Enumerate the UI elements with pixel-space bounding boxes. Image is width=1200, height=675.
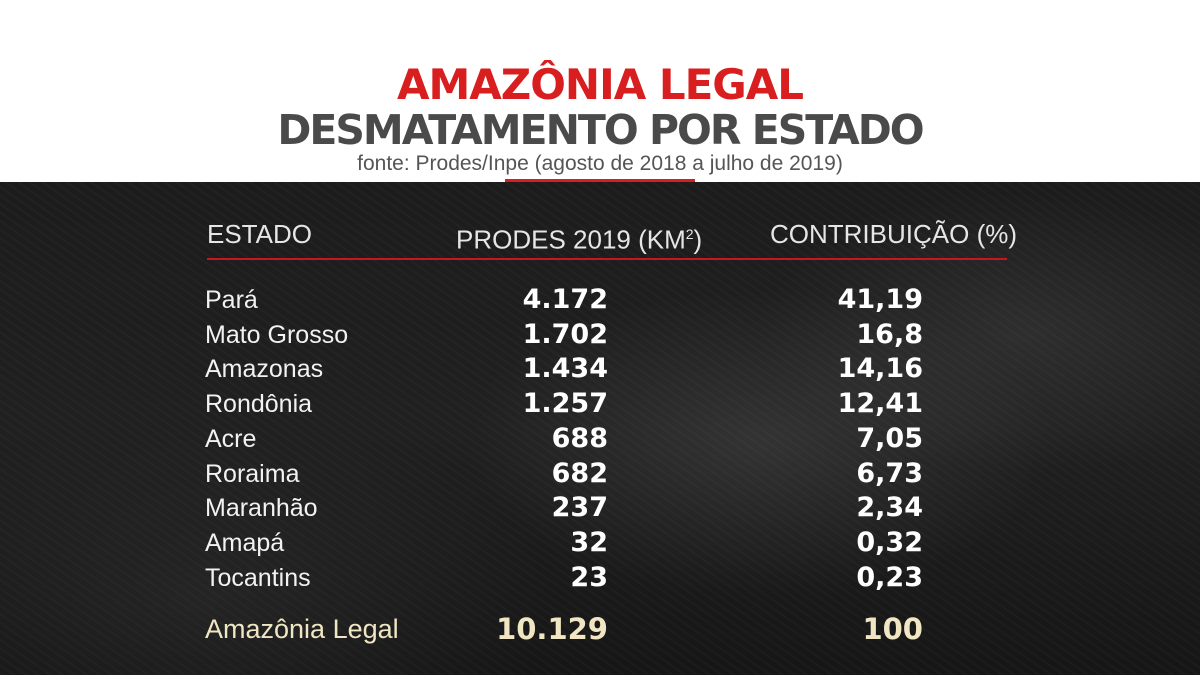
contribution-value: 0,23 [856, 561, 923, 593]
table-row: Amapá 32 0,32 [0, 526, 1200, 560]
state-cell: Amazônia Legal [205, 614, 399, 644]
state-cell: Amapá [205, 528, 285, 557]
contribution-value: 14,16 [837, 353, 923, 385]
prodes-value: 10.129 [496, 612, 608, 646]
state-cell: Mato Grosso [205, 320, 349, 349]
prodes-value: 1.434 [522, 353, 608, 385]
contribution-value: 41,19 [837, 284, 923, 315]
prodes-value: 1.257 [522, 388, 608, 420]
column-header-contribution: CONTRIBUIÇÃO (%) [770, 219, 1017, 249]
table-row: Pará 4.172 41,19 [0, 283, 1200, 317]
contribution-value: 16,8 [856, 318, 923, 350]
table-row: Mato Grosso 1.702 16,8 [0, 318, 1200, 352]
state-cell: Roraima [205, 459, 300, 488]
total-row: Amazônia Legal 10.129 100 [0, 612, 1200, 646]
table-row: Acre 688 7,05 [0, 422, 1200, 456]
page-subtitle: DESMATAMENTO POR ESTADO [277, 106, 924, 154]
contribution-value: 7,05 [856, 422, 923, 454]
column-header-prodes-close: ) [693, 224, 703, 255]
prodes-value: 23 [570, 561, 608, 593]
header: AMAZÔNIA LEGAL DESMATAMENTO POR ESTADO f… [0, 0, 1200, 182]
table-row: Amazonas 1.434 14,16 [0, 352, 1200, 386]
state-cell: Rondônia [205, 390, 313, 419]
state-cell: Pará [205, 286, 258, 314]
data-panel [0, 182, 1200, 675]
table-row: Tocantins 23 0,23 [0, 561, 1200, 595]
table-row: Roraima 682 6,73 [0, 457, 1200, 491]
contribution-value: 6,73 [856, 457, 923, 489]
page-title: AMAZÔNIA LEGAL [396, 60, 804, 109]
state-cell: Acre [205, 424, 257, 453]
table-row: Maranhão 237 2,34 [0, 491, 1200, 525]
column-header-prodes-sup: 2 [685, 226, 694, 242]
header-rule [207, 258, 1007, 260]
prodes-value: 1.702 [522, 318, 608, 350]
prodes-value: 4.172 [522, 284, 608, 315]
state-cell: Tocantins [205, 563, 311, 592]
source-note: fonte: Prodes/Inpe (agosto de 2018 a jul… [357, 152, 843, 175]
table-row: Rondônia 1.257 12,41 [0, 387, 1200, 421]
column-header-state: ESTADO [207, 219, 312, 249]
contribution-value: 0,32 [856, 526, 923, 558]
prodes-value: 237 [551, 492, 608, 524]
prodes-value: 32 [570, 526, 608, 558]
prodes-value: 688 [551, 422, 608, 454]
state-cell: Amazonas [205, 355, 324, 384]
contribution-value: 12,41 [837, 388, 923, 420]
source-underline [505, 179, 695, 182]
prodes-value: 682 [551, 457, 608, 489]
column-header-prodes-text: PRODES 2019 (KM [456, 224, 686, 255]
state-cell: Maranhão [205, 494, 318, 523]
contribution-value: 100 [862, 612, 923, 646]
contribution-value: 2,34 [856, 492, 923, 524]
column-header-prodes: PRODES 2019 (KM2) [456, 218, 702, 256]
